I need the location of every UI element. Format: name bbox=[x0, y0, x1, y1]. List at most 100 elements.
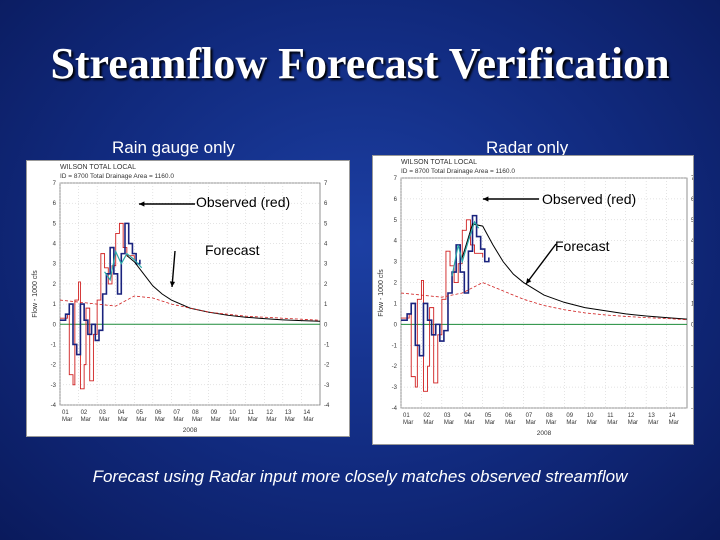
left-chart: WILSON TOTAL LOCAL ID = 8700 Total Draina… bbox=[26, 160, 350, 437]
right-panel-label: Radar only bbox=[486, 138, 569, 157]
x-tick-month: Mar bbox=[546, 420, 556, 426]
x-axis-label: 2008 bbox=[537, 430, 552, 437]
x-tick-month: Mar bbox=[444, 420, 454, 426]
y-tick-label-right: 6 bbox=[324, 201, 328, 207]
y-tick-label: 0 bbox=[394, 322, 398, 328]
x-tick-month: Mar bbox=[173, 417, 183, 423]
x-tick-day: 12 bbox=[266, 410, 273, 416]
x-tick-month: Mar bbox=[248, 417, 258, 423]
y-tick-label-right: 5 bbox=[691, 218, 693, 224]
left-panel-label: Rain gauge only bbox=[112, 138, 235, 157]
teal-series-line bbox=[104, 249, 143, 282]
x-tick-day: 11 bbox=[248, 410, 255, 416]
x-tick-day: 01 bbox=[62, 410, 69, 416]
y-tick-label: -1 bbox=[51, 342, 57, 348]
x-tick-label: 05 Mar bbox=[136, 410, 146, 423]
y-tick-label-right: 7 bbox=[324, 181, 328, 187]
x-tick-day: 14 bbox=[303, 410, 310, 416]
x-tick-label: 09 Mar bbox=[566, 413, 576, 426]
y-tick-label-right: -1 bbox=[691, 343, 693, 349]
y-tick-label: -2 bbox=[51, 363, 57, 369]
x-tick-label: 07 Mar bbox=[173, 410, 183, 423]
x-tick-label: 03 Mar bbox=[444, 413, 454, 426]
y-tick-label-right: -2 bbox=[691, 364, 693, 370]
x-tick-day: 02 bbox=[81, 410, 88, 416]
x-tick-month: Mar bbox=[607, 420, 617, 426]
y-tick-label-right: -4 bbox=[324, 403, 330, 409]
forecast-callout-arrow bbox=[171, 250, 176, 288]
x-tick-month: Mar bbox=[403, 420, 413, 426]
x-tick-month: Mar bbox=[669, 420, 679, 426]
y-tick-label-right: -4 bbox=[691, 406, 693, 412]
chart-header-subtitle: ID = 8700 Total Drainage Area = 1160.0 bbox=[401, 168, 515, 175]
chart-header-title: WILSON TOTAL LOCAL bbox=[60, 164, 136, 171]
y-tick-label-right: 6 bbox=[691, 197, 693, 203]
right-observed-callout: Observed (red) bbox=[542, 191, 637, 207]
x-tick-label: 13 Mar bbox=[648, 413, 658, 426]
x-tick-label: 04 Mar bbox=[118, 410, 128, 423]
y-tick-label: -4 bbox=[51, 403, 57, 409]
y-tick-label-right: 2 bbox=[324, 282, 328, 288]
x-axis-label: 2008 bbox=[183, 427, 198, 434]
x-tick-label: 11 Mar bbox=[607, 413, 617, 426]
y-tick-label-right: 0 bbox=[324, 322, 328, 328]
x-tick-label: 04 Mar bbox=[464, 413, 474, 426]
x-tick-label: 11 Mar bbox=[248, 410, 258, 423]
x-tick-month: Mar bbox=[505, 420, 515, 426]
x-tick-month: Mar bbox=[464, 420, 474, 426]
x-tick-day: 03 bbox=[99, 410, 106, 416]
x-tick-label: 01 Mar bbox=[403, 413, 413, 426]
x-tick-label: 02 Mar bbox=[81, 410, 91, 423]
x-tick-month: Mar bbox=[118, 417, 128, 423]
y-tick-label-right: 4 bbox=[324, 242, 328, 248]
x-tick-day: 08 bbox=[546, 413, 553, 419]
forecast-series-line bbox=[461, 223, 688, 320]
x-tick-label: 12 Mar bbox=[628, 413, 638, 426]
x-tick-day: 05 bbox=[485, 413, 492, 419]
slide-title: Streamflow Forecast Verification bbox=[50, 39, 670, 88]
x-tick-month: Mar bbox=[303, 417, 313, 423]
x-tick-day: 01 bbox=[403, 413, 410, 419]
y-axis-label: Flow - 1000 cfs bbox=[378, 269, 385, 317]
x-tick-day: 09 bbox=[566, 413, 573, 419]
left-chart-svg: WILSON TOTAL LOCAL ID = 8700 Total Draina… bbox=[32, 164, 330, 434]
forecast-callout-arrow bbox=[525, 243, 557, 285]
y-axis-label: Flow - 1000 cfs bbox=[32, 270, 39, 318]
y-tick-label: 7 bbox=[394, 176, 398, 182]
x-tick-month: Mar bbox=[81, 417, 91, 423]
x-tick-day: 13 bbox=[648, 413, 655, 419]
y-tick-label: 6 bbox=[53, 201, 57, 207]
y-tick-label: 4 bbox=[53, 242, 57, 248]
x-tick-month: Mar bbox=[485, 420, 495, 426]
y-tick-label-right: 0 bbox=[691, 322, 693, 328]
x-tick-label: 03 Mar bbox=[99, 410, 109, 423]
chart-header-title: WILSON TOTAL LOCAL bbox=[401, 159, 477, 166]
x-tick-month: Mar bbox=[648, 420, 658, 426]
left-forecast-callout: Forecast bbox=[205, 242, 260, 258]
x-tick-day: 09 bbox=[211, 410, 218, 416]
x-tick-day: 06 bbox=[155, 410, 162, 416]
x-tick-label: 08 Mar bbox=[546, 413, 556, 426]
y-tick-label-right: 4 bbox=[691, 239, 693, 245]
x-tick-day: 12 bbox=[628, 413, 635, 419]
x-tick-label: 09 Mar bbox=[211, 410, 221, 423]
observed-series-line bbox=[60, 222, 135, 390]
x-tick-label: 05 Mar bbox=[485, 413, 495, 426]
y-tick-label: 2 bbox=[53, 282, 57, 288]
arrowhead bbox=[526, 278, 532, 284]
y-tick-label: -1 bbox=[392, 343, 398, 349]
y-tick-label-right: 2 bbox=[691, 281, 693, 287]
x-tick-month: Mar bbox=[136, 417, 146, 423]
x-tick-label: 12 Mar bbox=[266, 410, 276, 423]
y-tick-label: 2 bbox=[394, 281, 398, 287]
y-tick-label: 0 bbox=[53, 322, 57, 328]
y-tick-label: 3 bbox=[394, 260, 398, 266]
x-tick-label: 06 Mar bbox=[505, 413, 515, 426]
observed-series-line bbox=[401, 219, 484, 392]
x-tick-label: 08 Mar bbox=[192, 410, 202, 423]
x-tick-label: 14 Mar bbox=[303, 410, 313, 423]
x-tick-month: Mar bbox=[229, 417, 239, 423]
stepped-series-line bbox=[60, 222, 141, 356]
y-tick-label-right: 3 bbox=[691, 260, 693, 266]
slide-caption: Forecast using Radar input more closely … bbox=[92, 467, 628, 486]
